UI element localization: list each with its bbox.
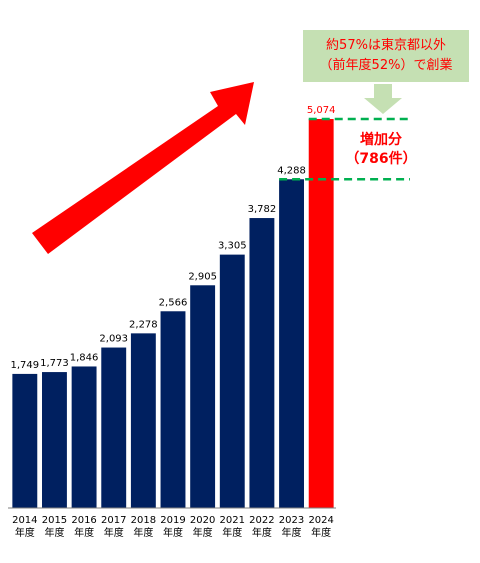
x-tick-label: 2022 年度 <box>249 515 275 539</box>
annotation-box <box>303 30 469 82</box>
x-tick-label: 2016 年度 <box>71 515 97 539</box>
x-tick-label: 2014 年度 <box>12 515 38 539</box>
annotation-down-arrow <box>364 84 402 114</box>
bar <box>308 118 334 508</box>
bar <box>249 218 275 508</box>
value-label: 2,093 <box>99 334 128 345</box>
x-tick-label: 2019 年度 <box>160 515 186 539</box>
bar <box>219 254 245 508</box>
annotation-note: 約57%は東京都以外 （前年度52%）で創業 <box>319 38 453 73</box>
x-tick-label: 2023 年度 <box>278 515 305 539</box>
x-tick-label: 2021 年度 <box>219 515 245 539</box>
bar <box>12 373 38 508</box>
x-tick-label: 2020 年度 <box>189 515 216 539</box>
bar <box>190 285 216 508</box>
bar <box>279 179 304 508</box>
bar <box>160 311 186 508</box>
value-label: 3,305 <box>218 241 247 252</box>
increase-label: 増加分 （786件） <box>345 132 417 167</box>
x-tick-label: 2018 年度 <box>130 515 157 539</box>
value-label: 2,278 <box>129 319 158 330</box>
x-tick-label: 2024 年度 <box>308 515 334 539</box>
value-label: 2,905 <box>188 271 217 282</box>
x-tick-label: 2017 年度 <box>100 515 127 539</box>
value-label: 5,074 <box>307 105 336 116</box>
bar <box>71 366 97 508</box>
value-label: 4,288 <box>277 165 306 176</box>
bar <box>130 333 156 508</box>
bar <box>42 372 67 508</box>
bar <box>101 347 127 508</box>
trend-arrow <box>32 82 254 254</box>
value-label: 1,846 <box>70 352 99 363</box>
value-label: 1,749 <box>10 360 39 371</box>
value-label: 3,782 <box>248 204 277 215</box>
value-label: 2,566 <box>159 297 188 308</box>
x-tick-label: 2015 年度 <box>41 515 68 539</box>
value-label: 1,773 <box>40 358 69 369</box>
